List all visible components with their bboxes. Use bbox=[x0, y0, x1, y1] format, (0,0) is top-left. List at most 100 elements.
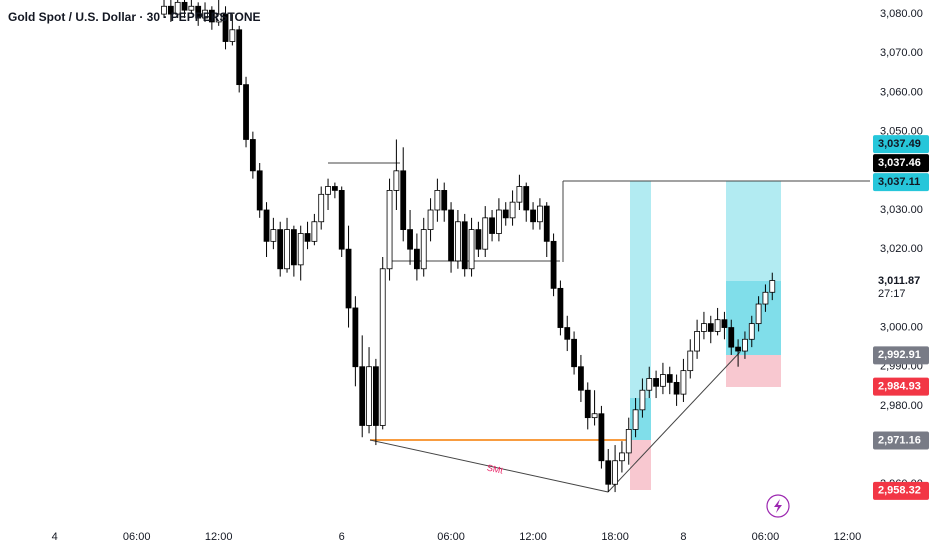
x-tick-label: 06:00 bbox=[123, 531, 151, 543]
candle-body bbox=[762, 291, 769, 305]
alert-icon-bolt bbox=[774, 499, 782, 513]
trend-line bbox=[607, 351, 741, 493]
candle-body bbox=[742, 338, 748, 352]
price-tag-label: 2,971.16 bbox=[878, 434, 921, 446]
candle-body bbox=[454, 221, 461, 262]
candle-body bbox=[407, 229, 413, 250]
candle-body bbox=[475, 229, 482, 250]
candle-body bbox=[701, 323, 707, 332]
candle-body bbox=[721, 319, 728, 328]
candle-body bbox=[639, 389, 646, 411]
candle-body bbox=[769, 280, 776, 293]
y-tick-label: 3,050.00 bbox=[880, 126, 923, 138]
candle-body bbox=[338, 190, 345, 250]
y-tick-label: 3,070.00 bbox=[880, 47, 923, 59]
x-tick-label: 06:00 bbox=[752, 531, 780, 543]
candle-body bbox=[646, 378, 653, 391]
candle-body bbox=[564, 327, 571, 340]
candle-body bbox=[229, 29, 236, 42]
candle-body bbox=[680, 370, 687, 395]
price-tag-label: 2,992.91 bbox=[878, 349, 921, 361]
candle-body bbox=[523, 186, 530, 211]
price-tag-label: 2,984.93 bbox=[878, 380, 921, 392]
candle-body bbox=[202, 9, 208, 19]
candle-body bbox=[660, 374, 666, 387]
candle-body bbox=[673, 381, 680, 395]
candle-body bbox=[530, 209, 536, 223]
candle-body bbox=[441, 190, 448, 211]
price-tag bbox=[873, 431, 929, 450]
axes: 3,080.00 3,070.00 3,060.00 3,050.00 3,030.00… bbox=[52, 8, 929, 543]
candle-body bbox=[366, 366, 372, 426]
candle-body bbox=[208, 9, 215, 23]
trend-line bbox=[369, 439, 609, 493]
price-tag-label: 3,037.46 bbox=[878, 157, 921, 169]
candle-body bbox=[243, 84, 249, 140]
candle-body bbox=[195, 5, 202, 19]
candle-body bbox=[537, 205, 543, 223]
candle-body bbox=[632, 409, 639, 430]
candle-body bbox=[400, 170, 407, 230]
candle-body bbox=[325, 186, 331, 195]
candle-body bbox=[666, 374, 673, 383]
candle-body bbox=[331, 186, 338, 191]
candle-body bbox=[489, 217, 495, 234]
candle-body bbox=[728, 327, 735, 348]
candle-body bbox=[578, 366, 584, 391]
y-tick-label: 3,060.00 bbox=[880, 86, 923, 98]
candle-body bbox=[174, 1, 181, 15]
stop-zone bbox=[726, 355, 781, 387]
candle-body bbox=[550, 240, 557, 289]
price-tag bbox=[873, 173, 929, 192]
candles bbox=[161, 0, 776, 493]
candle-body bbox=[263, 209, 270, 242]
x-tick-label: 12:00 bbox=[834, 531, 862, 543]
y-tick-label: 3,080.00 bbox=[880, 8, 923, 20]
candle-body bbox=[167, 5, 174, 15]
countdown: 27:17 bbox=[878, 288, 906, 300]
candle-body bbox=[687, 350, 694, 372]
candle-body bbox=[277, 229, 284, 270]
price-tag bbox=[873, 481, 929, 500]
target-zone bbox=[630, 181, 651, 398]
candle-body bbox=[379, 268, 386, 426]
candle-body bbox=[413, 248, 420, 270]
y-tick-label: 3,020.00 bbox=[880, 243, 923, 255]
candle-body bbox=[584, 389, 591, 419]
candle-body bbox=[748, 323, 755, 340]
candle-body bbox=[297, 233, 304, 266]
candle-body bbox=[509, 201, 516, 219]
candle-body bbox=[605, 460, 612, 485]
candle-body bbox=[543, 205, 550, 242]
candle-body bbox=[427, 209, 434, 230]
candle-body bbox=[236, 29, 243, 86]
price-tag bbox=[873, 272, 929, 303]
candle-body bbox=[482, 217, 489, 250]
candle-body bbox=[468, 229, 475, 270]
x-tick-label: 06:00 bbox=[437, 531, 465, 543]
candle-body bbox=[249, 139, 256, 172]
price-tag bbox=[873, 135, 929, 154]
candle-body bbox=[502, 209, 509, 219]
candle-body bbox=[707, 323, 714, 332]
candle-body bbox=[653, 378, 659, 387]
candle-body bbox=[434, 190, 441, 211]
x-tick-label: 12:00 bbox=[519, 531, 547, 543]
price-tag-label: 2,958.32 bbox=[878, 485, 921, 497]
candle-body bbox=[188, 5, 195, 11]
candle-body bbox=[714, 319, 721, 332]
candle-body bbox=[420, 229, 427, 270]
candle-body bbox=[318, 193, 325, 223]
candle-body bbox=[181, 1, 188, 11]
target-zone bbox=[726, 181, 781, 281]
x-tick-label: 18:00 bbox=[601, 531, 629, 543]
price-tag-label: 3,037.49 bbox=[878, 138, 921, 150]
alert-icon[interactable] bbox=[766, 494, 790, 518]
y-tick-label: 2,980.00 bbox=[880, 400, 923, 412]
candle-body bbox=[352, 307, 359, 368]
x-tick-label: 12:00 bbox=[205, 531, 233, 543]
price-tag bbox=[873, 154, 929, 173]
annotation: SMt bbox=[486, 462, 504, 475]
price-tag-label: 3,037.11 bbox=[878, 176, 920, 188]
